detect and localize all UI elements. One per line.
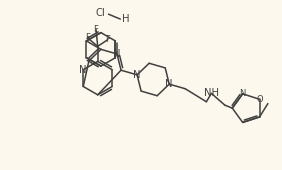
Text: NH: NH bbox=[204, 88, 219, 98]
Text: F: F bbox=[105, 35, 110, 44]
Text: N: N bbox=[239, 89, 246, 98]
Text: H: H bbox=[122, 14, 130, 24]
Text: O: O bbox=[256, 95, 263, 104]
Text: N: N bbox=[113, 49, 121, 59]
Text: N: N bbox=[133, 70, 141, 80]
Text: F: F bbox=[85, 33, 90, 42]
Text: N: N bbox=[80, 65, 87, 75]
Text: N: N bbox=[166, 79, 173, 89]
Text: Cl: Cl bbox=[96, 8, 105, 18]
Text: F: F bbox=[94, 25, 98, 34]
